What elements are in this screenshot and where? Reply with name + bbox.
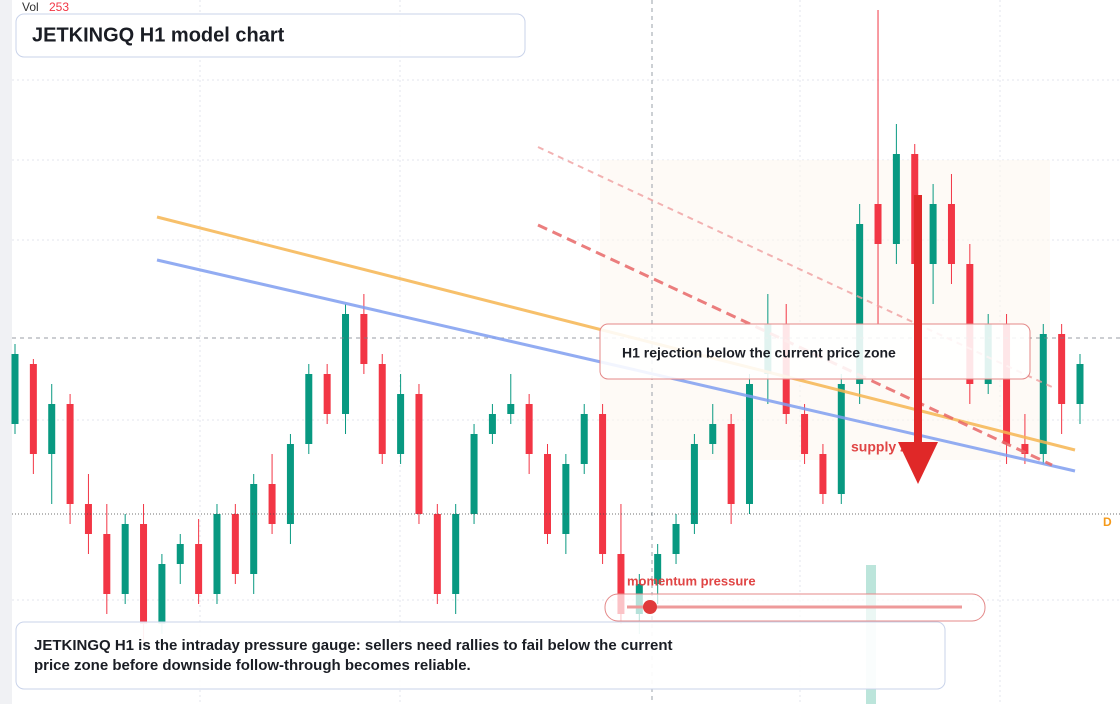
candle-body <box>745 384 753 504</box>
candle-body <box>48 404 56 454</box>
description: JETKINGQ H1 is the intraday pressure gau… <box>34 637 673 674</box>
candle-body <box>709 424 717 444</box>
candle-body <box>837 384 845 494</box>
candle-body <box>617 554 625 614</box>
candle-body <box>195 544 203 594</box>
chart-title: JETKINGQ H1 model chart <box>32 24 285 46</box>
candle-body <box>378 364 386 454</box>
vol-value: 253 <box>49 0 69 14</box>
candle-body <box>11 354 19 424</box>
candle-body <box>360 314 368 364</box>
gauge-label: momentum pressure <box>627 573 756 588</box>
title-box <box>15 13 526 58</box>
candle-body <box>29 364 37 454</box>
candle-body <box>874 204 882 244</box>
candle-body <box>342 314 350 414</box>
candle-body <box>1039 334 1047 454</box>
arrow-head <box>898 442 938 484</box>
candle-body <box>947 204 955 264</box>
candle-body <box>140 524 148 624</box>
vol-label: Vol <box>22 0 39 14</box>
candle-body <box>562 464 570 534</box>
candle-body <box>66 404 74 504</box>
zone-shade <box>600 160 1050 460</box>
candle-body <box>470 434 478 514</box>
candle-body <box>433 514 441 594</box>
description-box <box>15 621 946 690</box>
candle-body <box>599 414 607 554</box>
candle-body <box>397 394 405 454</box>
candle-body <box>727 424 735 504</box>
candle-body <box>892 154 900 244</box>
candle-body <box>84 504 92 534</box>
candle-body <box>856 224 864 384</box>
candle-body <box>121 524 129 594</box>
candle-body <box>158 564 166 624</box>
candle-body <box>544 454 551 534</box>
candle-body <box>819 454 827 494</box>
candle-body <box>103 534 111 594</box>
gauge-knob <box>643 600 657 614</box>
candle-body <box>286 444 294 524</box>
description-wrap: JETKINGQ H1 is the intraday pressure gau… <box>34 637 673 674</box>
annotation: H1 rejection below the current price zon… <box>622 345 896 361</box>
candle-body <box>654 554 662 584</box>
dashed-trend <box>537 223 1053 467</box>
candle-body <box>507 404 515 414</box>
candle-body <box>690 444 698 524</box>
candle-body <box>415 394 423 514</box>
candle-body <box>452 514 460 594</box>
candle-body <box>672 524 680 554</box>
candle-body <box>525 404 533 454</box>
candle-body <box>250 484 258 574</box>
candle-body <box>231 514 239 574</box>
candle-body <box>213 514 221 594</box>
candle-body <box>305 374 313 444</box>
left-edge <box>0 0 12 704</box>
candle-body <box>488 414 496 434</box>
candle-body <box>1058 334 1066 404</box>
marker-label: D <box>1103 515 1112 529</box>
candle-body <box>176 544 184 564</box>
candle-body <box>801 414 809 454</box>
candle-body <box>1021 444 1029 454</box>
candle-body <box>323 374 331 414</box>
annotation-box <box>599 323 1031 380</box>
candle-body <box>268 484 276 524</box>
candle-body <box>580 414 588 464</box>
candle-body <box>1003 324 1011 444</box>
candles <box>11 10 1084 644</box>
candle-body <box>929 204 937 264</box>
overlays: JETKINGQ H1 model chart Vol 253 H1 rejec… <box>12 0 1120 704</box>
candle-body <box>1076 364 1084 404</box>
